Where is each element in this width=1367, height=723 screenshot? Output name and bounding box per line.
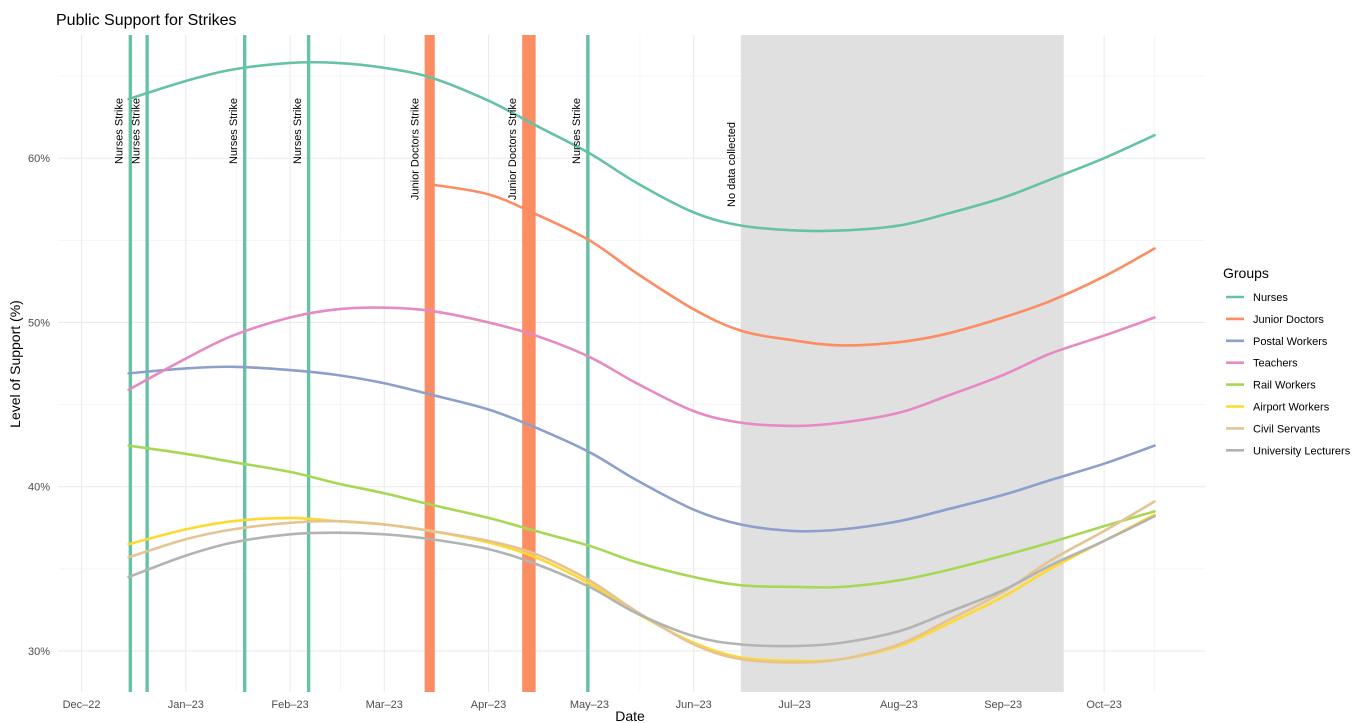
legend-title: Groups [1223, 265, 1269, 281]
strike-event-label: Nurses Strike [228, 98, 240, 164]
y-tick-label: 40% [28, 482, 50, 494]
chart-title: Public Support for Strikes [56, 12, 237, 29]
series-line-junior-doctors [430, 183, 1156, 347]
no-data-region [740, 35, 1064, 692]
strike-event-junior-doctors-strike [424, 35, 435, 692]
x-tick-label: Apr–23 [471, 699, 506, 711]
series-line-civil-servants [127, 500, 1156, 664]
no-data-label: No data collected [726, 122, 738, 207]
strike-event-label: Junior Doctors Strike [507, 98, 519, 200]
strike-event-label: Nurses Strike [571, 98, 583, 164]
strike-event-nurses-strike [586, 35, 590, 692]
series-lines [127, 60, 1156, 664]
legend-label: Junior Doctors [1253, 314, 1324, 326]
strike-event-labels: Nurses Strike Nurses Strike Nurses Strike N… [114, 98, 738, 207]
legend-label: Rail Workers [1253, 380, 1316, 392]
legend-label: University Lecturers [1253, 445, 1351, 457]
no-data-rect [740, 35, 1064, 692]
y-tick-label: 50% [28, 317, 50, 329]
y-axis-ticks: 30% 40% 50% 60% [28, 153, 50, 658]
strike-event-nurses-strike [243, 35, 247, 692]
legend-label: Postal Workers [1253, 336, 1328, 348]
x-tick-label: Mar–23 [366, 699, 403, 711]
y-axis-title: Level of Support (%) [7, 300, 23, 428]
strike-event-nurses-strike [145, 35, 149, 692]
x-axis-ticks: Dec–22 Jan–23 Feb–23 Mar–23 Apr–23 May–23 Jun–… [63, 699, 1122, 711]
legend-label: Airport Workers [1253, 402, 1330, 414]
x-tick-label: Jun–23 [676, 699, 712, 711]
legend-label: Teachers [1253, 358, 1298, 370]
y-tick-label: 60% [28, 153, 50, 165]
x-tick-label: May–23 [570, 699, 609, 711]
x-tick-label: Feb–23 [271, 699, 308, 711]
x-tick-label: Jul–23 [778, 699, 810, 711]
x-tick-label: Aug–23 [880, 699, 918, 711]
strike-event-label: Nurses Strike [130, 98, 142, 164]
series-line-university-lecturers [127, 514, 1156, 648]
strike-event-nurses-strike [306, 35, 311, 692]
series-line-teachers [127, 306, 1156, 428]
strike-event-label: Nurses Strike [292, 98, 304, 164]
legend: Groups Nurses Junior Doctors Postal Worker… [1223, 265, 1351, 457]
x-tick-label: Jan–23 [168, 699, 204, 711]
strike-event-junior-doctors-strike [522, 35, 536, 692]
legend-label: Civil Servants [1253, 423, 1321, 435]
strike-event-label: Junior Doctors Strike [410, 98, 422, 200]
x-tick-label: Oct–23 [1086, 699, 1121, 711]
strike-event-nurses-strike [128, 35, 132, 692]
y-tick-label: 30% [28, 646, 50, 658]
series-line-postal-workers [127, 365, 1156, 533]
strike-event-lines [128, 35, 590, 692]
x-tick-label: Dec–22 [63, 699, 101, 711]
legend-label: Nurses [1253, 292, 1288, 304]
strike-event-label: Nurses Strike [114, 98, 126, 164]
x-axis-title: Date [615, 708, 645, 723]
series-line-nurses [127, 60, 1156, 233]
x-tick-label: Sep–23 [984, 699, 1022, 711]
series-line-rail-workers [127, 444, 1156, 589]
